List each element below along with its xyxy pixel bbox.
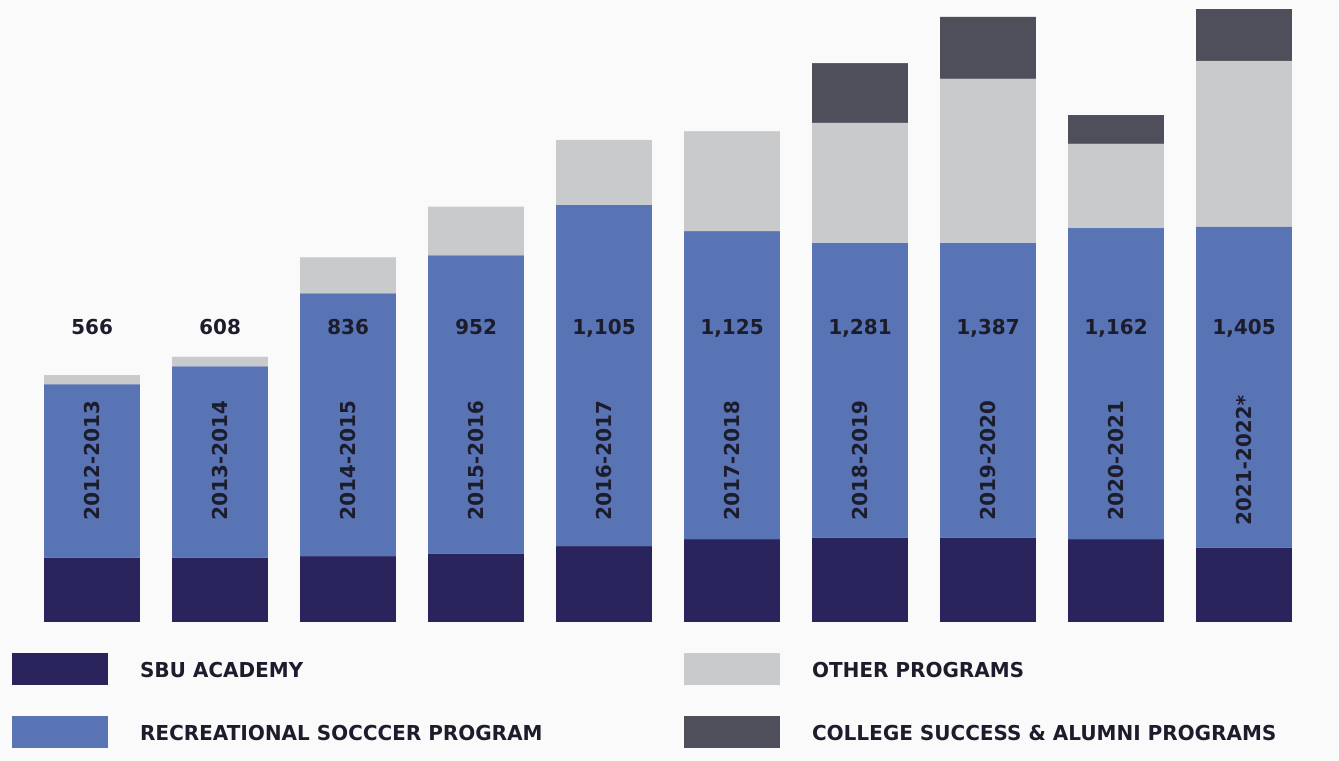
bar-segment (1196, 547, 1292, 622)
bar-segment (812, 122, 908, 243)
category-label: 2020-2021 (1104, 400, 1128, 520)
bar-segment (428, 206, 524, 256)
category-label: 2019-2020 (976, 400, 1000, 520)
bar-segment (1196, 226, 1292, 548)
legend-label: SBU ACADEMY (140, 658, 304, 682)
legend-swatch (684, 716, 780, 748)
bar-segment (812, 242, 908, 538)
bar-segment (300, 293, 396, 557)
category-label: 2021-2022* (1232, 394, 1256, 525)
legend-swatch (684, 653, 780, 685)
bar-segment (44, 375, 140, 385)
bar-segment (940, 78, 1036, 243)
legend-label: RECREATIONAL SOCCCER PROGRAM (140, 721, 542, 745)
total-label: 1,405 (1212, 315, 1275, 339)
bar-segment (940, 16, 1036, 79)
legend-label: OTHER PROGRAMS (812, 658, 1024, 682)
bar-segment (1196, 9, 1292, 61)
bar-segment (556, 139, 652, 205)
category-label: 2017-2018 (720, 400, 744, 520)
bar-segment (684, 231, 780, 540)
bar-segment (1068, 228, 1164, 540)
bar-segment (172, 557, 268, 622)
total-label: 1,105 (572, 315, 635, 339)
legend-label: COLLEGE SUCCESS & ALUMNI PROGRAMS (812, 721, 1276, 745)
category-label: 2012-2013 (80, 400, 104, 520)
bar-segment (300, 556, 396, 622)
total-label: 566 (71, 315, 113, 339)
total-label: 608 (199, 315, 241, 339)
bar-segment (940, 537, 1036, 622)
bar-segment (172, 366, 268, 558)
bar-segment (556, 546, 652, 622)
bar-segment (940, 242, 1036, 538)
category-label: 2014-2015 (336, 400, 360, 520)
bar-segment (428, 553, 524, 622)
bar-segment (428, 255, 524, 554)
total-label: 1,387 (956, 315, 1019, 339)
category-label: 2016-2017 (592, 400, 616, 520)
bar-segment (1068, 115, 1164, 144)
total-label: 1,281 (828, 315, 891, 339)
bar-segment (44, 384, 140, 558)
total-label: 1,125 (700, 315, 763, 339)
bar-segment (172, 356, 268, 367)
total-label: 836 (327, 315, 369, 339)
total-label: 1,162 (1084, 315, 1147, 339)
total-label: 952 (455, 315, 497, 339)
bar-segment (1068, 539, 1164, 622)
legend-swatch (12, 716, 108, 748)
bar-segment (556, 204, 652, 547)
bar-segment (684, 539, 780, 622)
category-label: 2018-2019 (848, 400, 872, 520)
bar-segment (812, 63, 908, 123)
bar-segment (44, 557, 140, 622)
bar-segment (300, 257, 396, 294)
bar-segment (1068, 143, 1164, 229)
legend-swatch (12, 653, 108, 685)
bar-segment (1196, 60, 1292, 227)
bar-segment (812, 537, 908, 622)
category-label: 2015-2016 (464, 400, 488, 520)
category-label: 2013-2014 (208, 400, 232, 520)
bar-segment (684, 131, 780, 232)
